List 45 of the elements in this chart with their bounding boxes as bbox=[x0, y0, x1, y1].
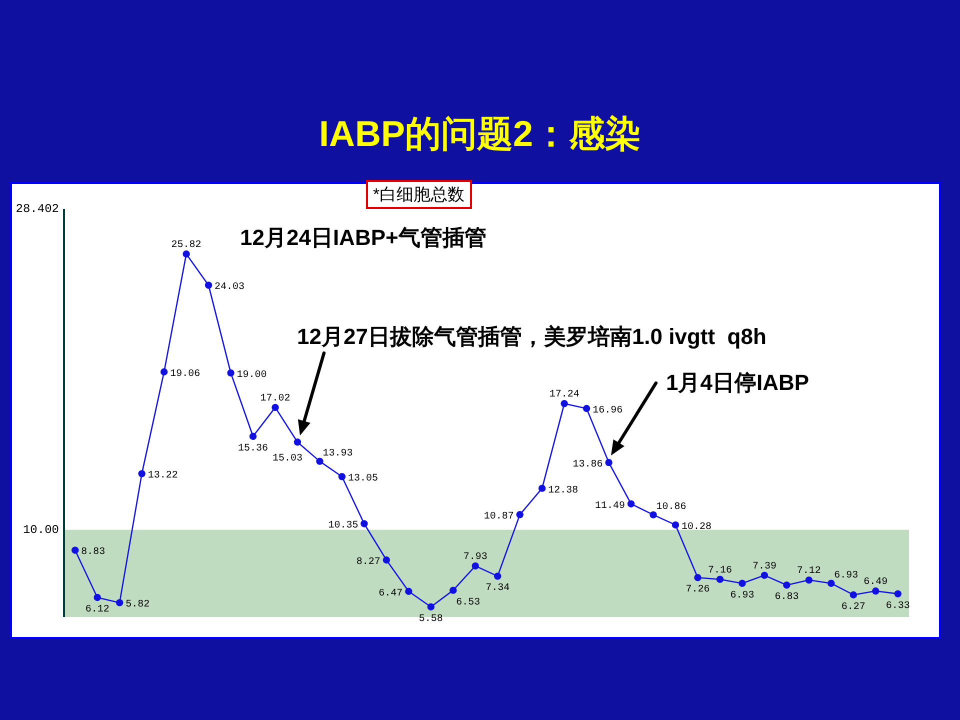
data-label: 5.58 bbox=[418, 614, 443, 625]
data-label: 7.26 bbox=[686, 584, 710, 596]
data-label: 12.38 bbox=[548, 485, 578, 496]
data-label: 6.93 bbox=[834, 570, 858, 582]
data-label: 25.82 bbox=[171, 240, 202, 252]
data-label: 6.53 bbox=[456, 597, 480, 608]
data-label: 6.83 bbox=[774, 592, 799, 604]
data-label: 10.35 bbox=[328, 520, 358, 532]
data-label: 19.06 bbox=[170, 368, 200, 380]
data-label: 15.03 bbox=[272, 453, 303, 464]
data-label: 19.00 bbox=[236, 370, 267, 381]
data-label: 13.86 bbox=[572, 460, 603, 471]
annotation: 12月27日拔除气管插管，美罗培南1.0 ivgtt q8h bbox=[297, 324, 766, 349]
data-label: 6.49 bbox=[864, 577, 888, 588]
data-label: 10.28 bbox=[682, 522, 712, 533]
data-label: 8.27 bbox=[356, 557, 380, 568]
data-label: 7.12 bbox=[796, 566, 821, 578]
data-label: 7.39 bbox=[752, 561, 776, 572]
data-label: 17.24 bbox=[549, 390, 580, 401]
data-label: 15.36 bbox=[238, 443, 268, 454]
data-label: 7.16 bbox=[708, 565, 732, 576]
y-tick-label: 28.402 bbox=[16, 202, 59, 216]
data-label: 13.93 bbox=[322, 448, 353, 460]
subtitle: *白细胞总数 bbox=[366, 180, 472, 209]
annotation: 12月24日IABP+气管插管 bbox=[240, 225, 486, 250]
data-label: 8.83 bbox=[81, 547, 106, 558]
data-label: 17.02 bbox=[260, 393, 290, 404]
data-label: 6.47 bbox=[378, 588, 403, 600]
data-label: 11.49 bbox=[595, 500, 626, 512]
data-label: 7.34 bbox=[486, 583, 510, 594]
data-label: 5.82 bbox=[126, 600, 150, 611]
data-label: 13.22 bbox=[148, 470, 178, 482]
data-label: 10.87 bbox=[484, 512, 514, 523]
data-label: 13.05 bbox=[348, 474, 378, 485]
data-label: 6.12 bbox=[85, 604, 110, 616]
data-label: 6.27 bbox=[841, 602, 866, 613]
data-label: 6.93 bbox=[730, 590, 754, 602]
data-label: 16.96 bbox=[592, 405, 623, 416]
data-label: 6.33 bbox=[886, 600, 910, 612]
annotation: 1月4日停IABP bbox=[666, 370, 810, 395]
data-label: 7.93 bbox=[463, 552, 488, 563]
y-tick-label: 10.00 bbox=[22, 522, 59, 537]
title: IABP的问题2：感染 bbox=[318, 113, 642, 154]
data-label: 10.86 bbox=[656, 502, 686, 513]
data-label: 24.03 bbox=[214, 282, 245, 294]
